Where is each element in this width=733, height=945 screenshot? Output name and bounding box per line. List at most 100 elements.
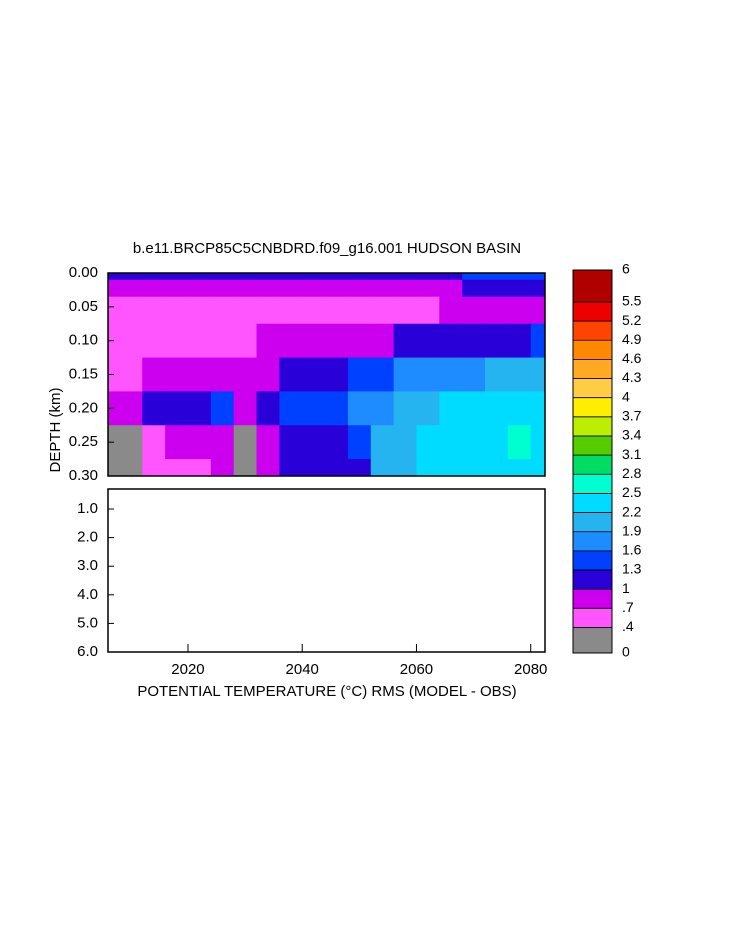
field-cell bbox=[462, 357, 486, 392]
field-cell bbox=[507, 459, 532, 477]
y-tick-label: 2.0 bbox=[77, 529, 98, 546]
colorbar-tick-label: 1.3 bbox=[622, 561, 642, 577]
field-cell bbox=[302, 425, 326, 460]
colorbar-tick-label: 3.7 bbox=[622, 408, 642, 424]
field-cell bbox=[302, 357, 326, 392]
field-cell bbox=[462, 391, 486, 426]
field-cell bbox=[416, 323, 440, 359]
colorbar-band bbox=[572, 608, 613, 628]
colorbar-tick-label: .7 bbox=[622, 599, 634, 615]
field-cell bbox=[165, 357, 189, 392]
y-tick-label: 0.30 bbox=[69, 467, 98, 484]
field-cell bbox=[256, 391, 280, 426]
colorbar-band bbox=[572, 474, 613, 494]
colorbar-band bbox=[572, 416, 613, 437]
colorbar-band bbox=[572, 588, 613, 609]
field-cell bbox=[302, 459, 326, 477]
field-cell bbox=[485, 296, 509, 325]
field-cell bbox=[347, 425, 372, 460]
field-cell bbox=[302, 279, 326, 298]
colorbar-band bbox=[572, 320, 613, 341]
field-cell bbox=[462, 273, 486, 281]
colorbar-tick-label: 5.2 bbox=[622, 312, 642, 328]
field-cell bbox=[108, 279, 120, 298]
field-cell bbox=[439, 323, 463, 359]
field-cell bbox=[142, 357, 166, 392]
field-cell bbox=[462, 459, 486, 477]
field-cell bbox=[370, 459, 395, 477]
y-tick-label: 3.0 bbox=[77, 557, 98, 574]
field-cell bbox=[187, 391, 212, 426]
field-cell bbox=[119, 279, 143, 298]
field-cell bbox=[210, 425, 235, 460]
field-cell bbox=[347, 273, 372, 281]
field-cell bbox=[485, 279, 509, 298]
colorbar-tick-label: 1 bbox=[622, 580, 630, 596]
field-cell bbox=[165, 391, 189, 426]
field-cell bbox=[530, 357, 546, 392]
field-cell bbox=[485, 391, 509, 426]
field-cell bbox=[439, 357, 463, 392]
colorbar-band bbox=[572, 531, 613, 552]
x-tick-label: 2080 bbox=[514, 661, 547, 678]
y-tick-label: 0.05 bbox=[69, 298, 98, 315]
field-cell bbox=[108, 273, 120, 281]
field-cell bbox=[119, 357, 143, 392]
field-cell bbox=[165, 296, 189, 325]
colorbar-tick-label: 2.8 bbox=[622, 465, 642, 481]
y-tick-label: 0.20 bbox=[69, 399, 98, 416]
field-cell bbox=[210, 323, 235, 359]
field-cell bbox=[119, 425, 143, 460]
field-cell bbox=[393, 357, 417, 392]
field-cell bbox=[210, 273, 235, 281]
field-cell bbox=[485, 323, 509, 359]
field-cell bbox=[233, 273, 258, 281]
field-cell bbox=[210, 279, 235, 298]
field-cell bbox=[233, 357, 258, 392]
field-cell bbox=[210, 391, 235, 426]
colorbar-band bbox=[572, 359, 613, 379]
field-cell bbox=[370, 296, 395, 325]
field-cell bbox=[393, 391, 417, 426]
colorbar-tick-label: 3.4 bbox=[622, 427, 642, 443]
field-cell bbox=[393, 273, 417, 281]
field-cell bbox=[142, 296, 166, 325]
field-cell bbox=[256, 425, 280, 460]
colorbar-tick-label: 1.9 bbox=[622, 522, 642, 538]
field-cell bbox=[416, 459, 440, 477]
colorbar-tick-label: 3.1 bbox=[622, 446, 642, 462]
field-cell bbox=[462, 323, 486, 359]
field-cell bbox=[347, 323, 372, 359]
field-cell bbox=[347, 391, 372, 426]
field-cell bbox=[210, 357, 235, 392]
y-tick-label: 0.15 bbox=[69, 365, 98, 382]
field-cell bbox=[530, 323, 546, 359]
colorbar-tick-label: 0 bbox=[622, 644, 630, 660]
field-cell bbox=[347, 279, 372, 298]
chart-title: b.e11.BRCP85C5CNBDRD.f09_g16.001 HUDSON … bbox=[133, 240, 521, 257]
field-cell bbox=[256, 323, 280, 359]
y-axis-label: DEPTH (km) bbox=[47, 388, 64, 473]
field-cell bbox=[279, 296, 303, 325]
field-cell bbox=[142, 273, 166, 281]
field-cell bbox=[416, 357, 440, 392]
field-cell bbox=[165, 279, 189, 298]
field-cell bbox=[530, 296, 546, 325]
field-cell bbox=[325, 425, 349, 460]
field-cell bbox=[507, 273, 532, 281]
colorbar-tick-label: 5.5 bbox=[622, 293, 642, 309]
field-cell bbox=[233, 296, 258, 325]
colorbar-band bbox=[572, 627, 613, 654]
colorbar-tick-label: 4.9 bbox=[622, 331, 642, 347]
field-cell bbox=[393, 425, 417, 460]
field-cell bbox=[370, 273, 395, 281]
field-cell bbox=[507, 391, 532, 426]
field-cell bbox=[256, 357, 280, 392]
field-cell bbox=[187, 323, 212, 359]
field-cell bbox=[108, 296, 120, 325]
field-cell bbox=[108, 459, 120, 477]
field-cell bbox=[507, 323, 532, 359]
field-cell bbox=[256, 296, 280, 325]
lower-panel-frame bbox=[107, 488, 546, 653]
colorbar-tick-label: 1.6 bbox=[622, 542, 642, 558]
